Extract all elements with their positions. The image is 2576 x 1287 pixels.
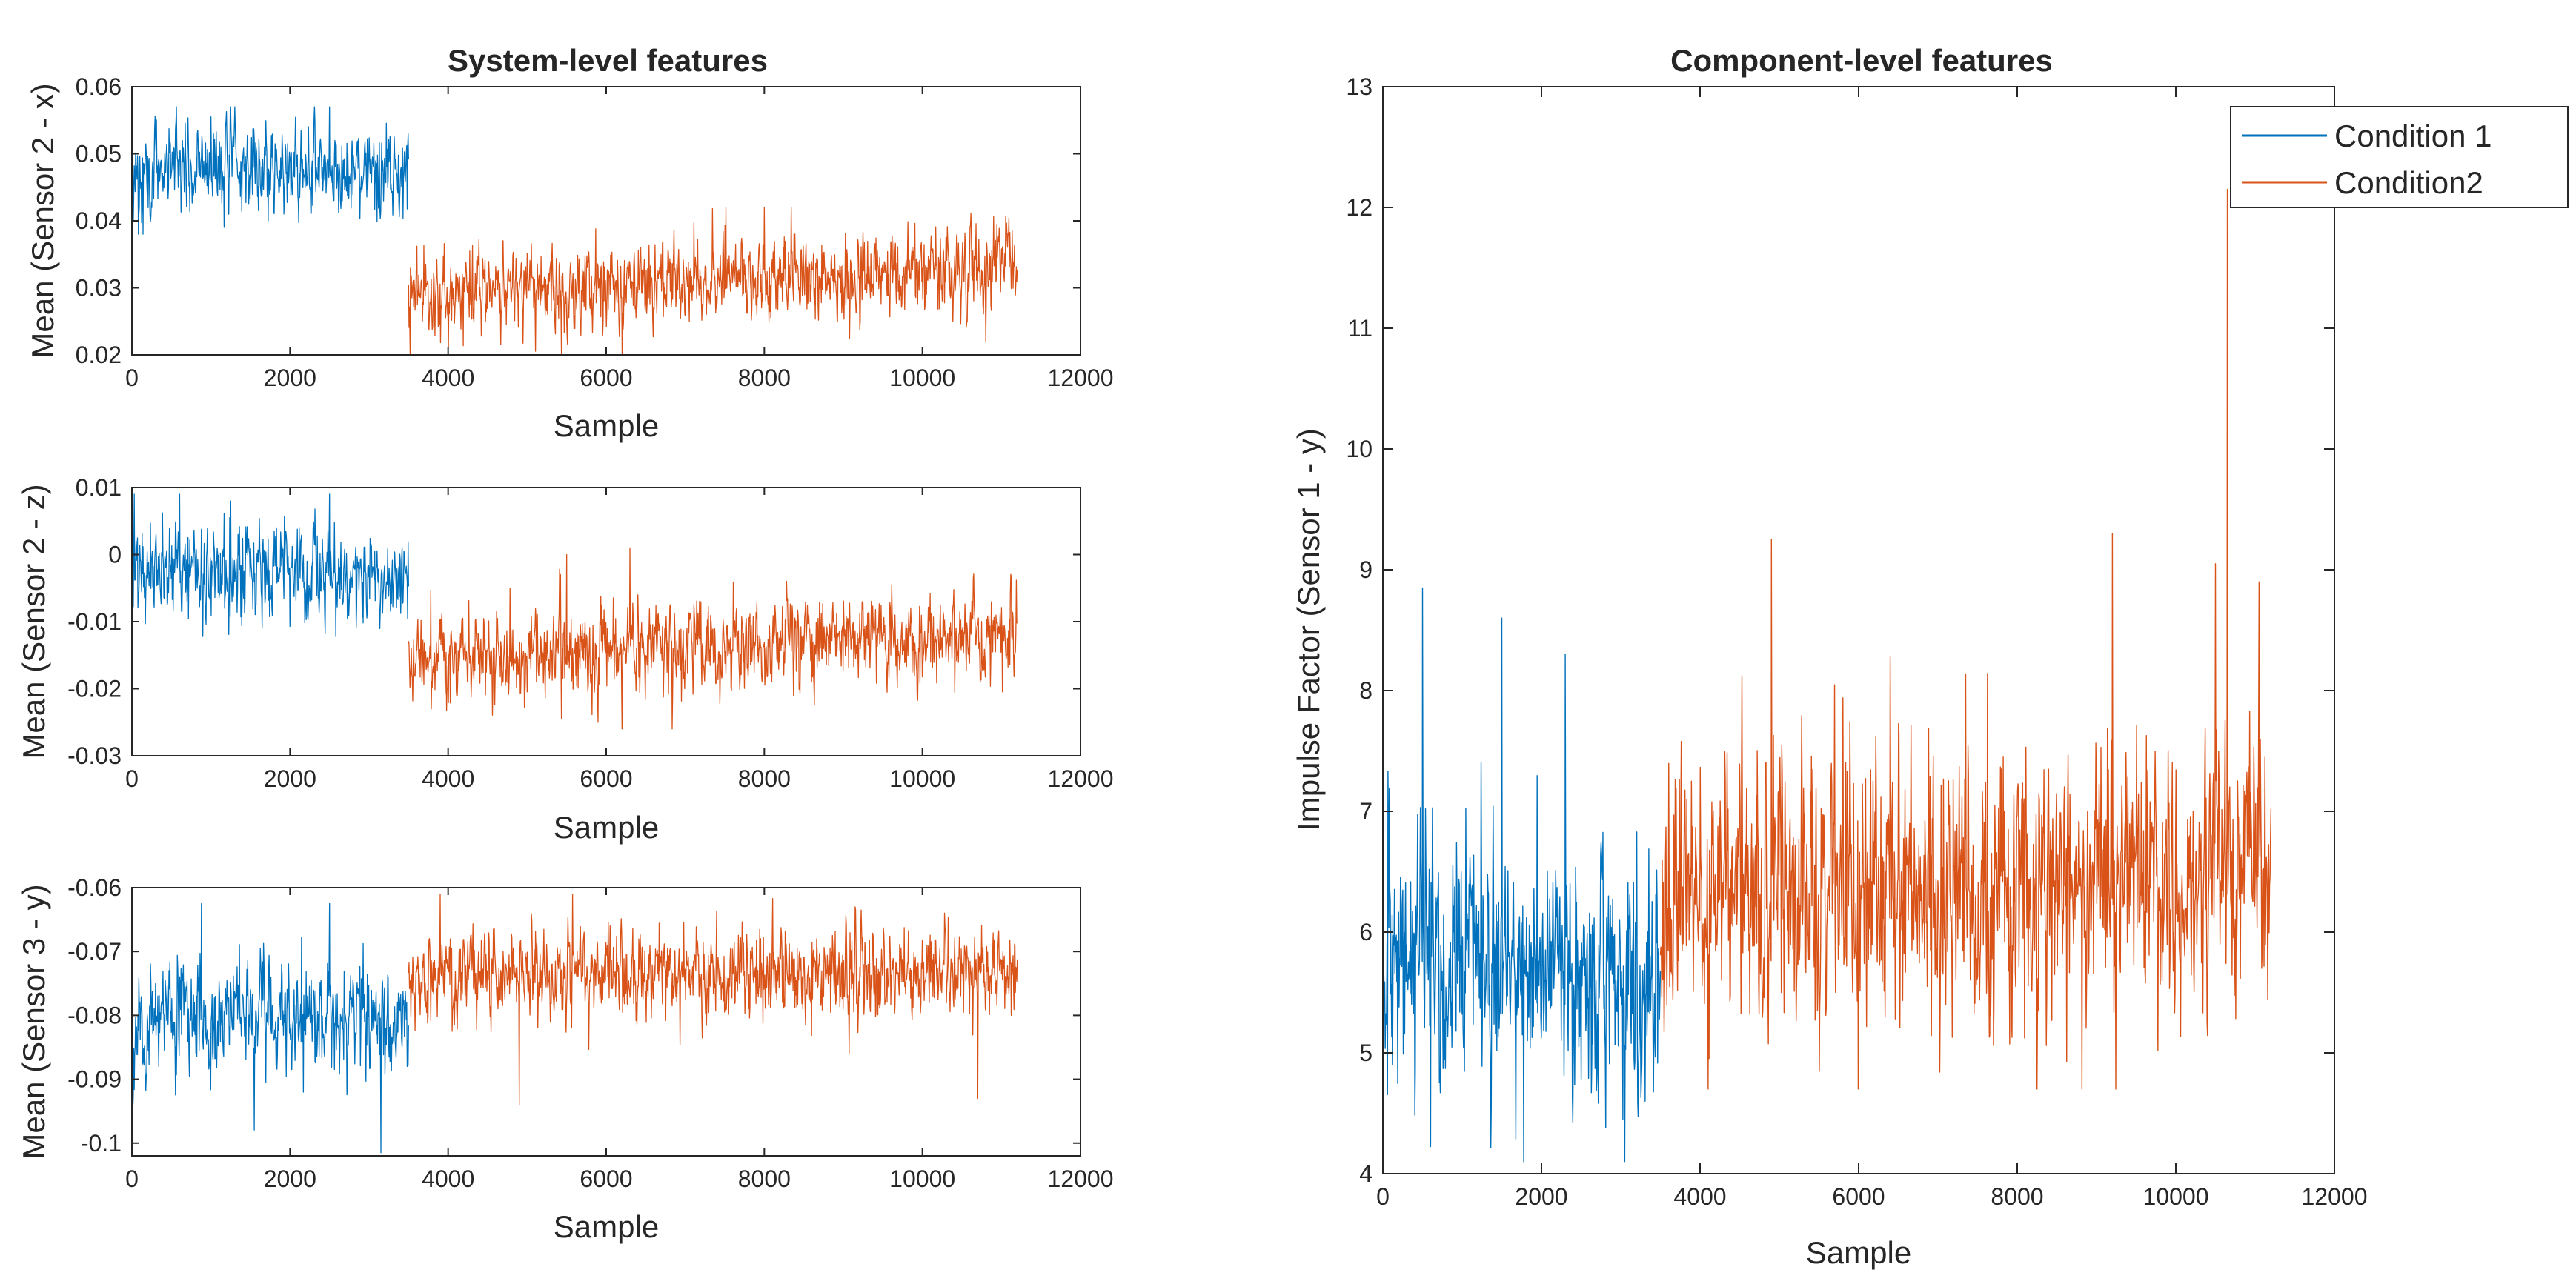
title-component-level: Component-level features xyxy=(1670,43,2053,78)
y-tick-label: -0.08 xyxy=(67,1002,122,1028)
y-tick-label: -0.06 xyxy=(67,874,122,901)
y-tick-label: 0.04 xyxy=(76,207,122,234)
series-line-condition-1 xyxy=(132,106,409,235)
x-axis-label: Sample xyxy=(554,1209,659,1244)
x-axis-label: Sample xyxy=(554,408,659,443)
y-tick-label: -0.01 xyxy=(67,608,122,635)
title-system-level: System-level features xyxy=(448,43,768,78)
y-tick-label: -0.09 xyxy=(67,1066,122,1093)
x-tick-label: 10000 xyxy=(889,765,955,792)
y-tick-label: 4 xyxy=(1359,1160,1372,1187)
y-tick-label: 9 xyxy=(1359,556,1372,583)
y-tick-label: -0.07 xyxy=(67,938,122,965)
subplot-mean-sensor2-x: System-level features 0 2000 4000 6000 8000 1… xyxy=(25,43,1113,443)
x-tick-label: 2000 xyxy=(264,365,316,391)
x-tick-label: 0 xyxy=(125,365,139,391)
y-tick-label: 12 xyxy=(1346,194,1372,221)
x-tick-label: 10000 xyxy=(889,365,955,391)
x-tick-label: 12000 xyxy=(1048,1165,1114,1192)
y-tick-label: 0 xyxy=(108,542,122,568)
y-tick-label: 6 xyxy=(1359,919,1372,945)
y-tick-label: -0.1 xyxy=(81,1130,122,1157)
x-tick-label: 2000 xyxy=(264,765,316,792)
y-axis-label: Mean (Sensor 2 - z) xyxy=(16,484,51,759)
y-tick-label: 0.06 xyxy=(76,73,122,100)
x-tick-label: 0 xyxy=(125,765,139,792)
x-tick-label: 8000 xyxy=(738,1165,791,1192)
y-axis-label: Impulse Factor (Sensor 1 - y) xyxy=(1291,428,1326,831)
x-tick-label: 0 xyxy=(1376,1183,1390,1210)
x-tick-label: 0 xyxy=(125,1165,139,1192)
x-tick-label: 4000 xyxy=(422,365,474,391)
y-tick-label: 0.02 xyxy=(76,342,122,368)
series-line-condition-2 xyxy=(408,207,1018,355)
y-tick-label: 0.03 xyxy=(76,275,122,302)
series-line-condition-2 xyxy=(408,547,1018,730)
y-axis-label: Mean (Sensor 3 - y) xyxy=(16,884,51,1159)
legend: Condition 1 Condition2 xyxy=(2230,106,2569,208)
series-line-condition-1 xyxy=(132,902,409,1154)
x-tick-label: 8000 xyxy=(1991,1183,2043,1210)
x-tick-label: 4000 xyxy=(422,765,474,792)
y-tick-label: 10 xyxy=(1346,436,1372,462)
x-tick-label: 6000 xyxy=(1832,1183,1885,1210)
x-tick-label: 4000 xyxy=(1673,1183,1726,1210)
series-line-condition-1 xyxy=(132,493,409,637)
x-axis-label: Sample xyxy=(554,810,659,845)
series-line-condition-1 xyxy=(1383,587,1662,1163)
y-tick-label: 0.05 xyxy=(76,141,122,167)
y-tick-label: 8 xyxy=(1359,677,1372,704)
legend-box xyxy=(2230,106,2569,208)
x-axis-label: Sample xyxy=(1806,1235,1911,1270)
y-tick-label: -0.02 xyxy=(67,676,122,702)
series-line-condition-2 xyxy=(1659,188,2272,1090)
y-axis-label: Mean (Sensor 2 - x) xyxy=(25,83,60,358)
x-tick-label: 6000 xyxy=(580,765,632,792)
x-tick-label: 8000 xyxy=(738,765,791,792)
series-line-condition-2 xyxy=(408,893,1018,1105)
legend-label-condition-2: Condition2 xyxy=(2334,165,2483,200)
x-tick-label: 4000 xyxy=(422,1165,474,1192)
y-tick-label: -0.03 xyxy=(67,742,122,769)
subplot-mean-sensor3-y: 0 2000 4000 6000 8000 10000 12000 -0.1 -0.09 -0.0… xyxy=(16,874,1113,1244)
x-tick-label: 10000 xyxy=(2143,1183,2209,1210)
y-tick-label: 0.01 xyxy=(76,474,122,501)
x-tick-label: 10000 xyxy=(889,1165,955,1192)
x-tick-label: 6000 xyxy=(580,1165,632,1192)
y-tick-label: 13 xyxy=(1346,73,1372,100)
x-tick-label: 8000 xyxy=(738,365,791,391)
subplot-mean-sensor2-z: 0 2000 4000 6000 8000 10000 12000 -0.03 -0.02 -0.… xyxy=(16,474,1113,845)
legend-label-condition-1: Condition 1 xyxy=(2334,119,2492,153)
x-tick-label: 12000 xyxy=(1048,365,1114,391)
x-tick-label: 12000 xyxy=(2302,1183,2368,1210)
subplot-impulse-factor: Component-level features 0 2000 4000 6000 80… xyxy=(1291,43,2569,1270)
x-tick-label: 12000 xyxy=(1048,765,1114,792)
y-tick-label: 5 xyxy=(1359,1040,1372,1066)
x-tick-label: 2000 xyxy=(264,1165,316,1192)
y-tick-label: 11 xyxy=(1348,315,1372,342)
x-tick-label: 2000 xyxy=(1515,1183,1567,1210)
y-tick-label: 7 xyxy=(1359,798,1372,825)
x-tick-label: 6000 xyxy=(580,365,632,391)
